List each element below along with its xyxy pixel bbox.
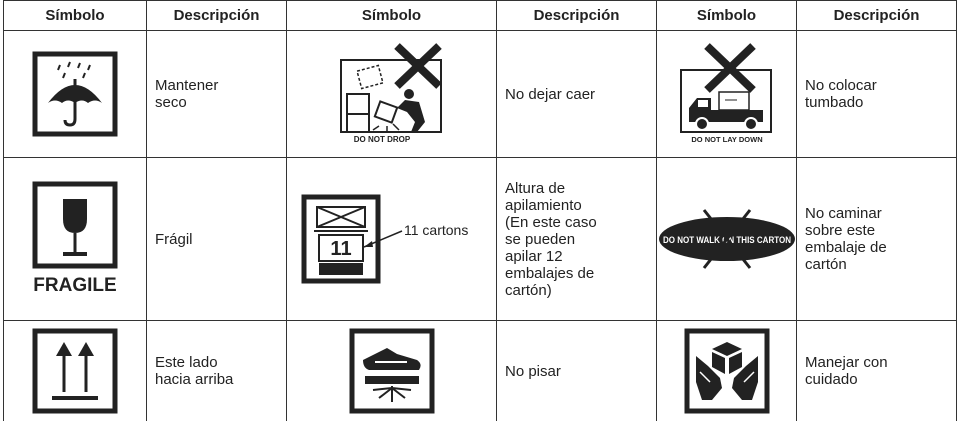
- icon-shape: [78, 342, 94, 356]
- header-row: Símbolo Descripción Símbolo Descripción …: [3, 0, 957, 31]
- icon-shape: [32, 51, 118, 137]
- icon-shape: [684, 328, 769, 414]
- symbol-cell: FRAGILE: [3, 157, 147, 321]
- icon-shape: [711, 342, 742, 356]
- header-cell: Descripción: [796, 0, 957, 31]
- icon-shape: [742, 371, 755, 383]
- icon-shape: [373, 100, 398, 124]
- icon-shape: [717, 91, 750, 111]
- symbol-cell: 11 11 cartons: [286, 157, 497, 321]
- icon-shape: [345, 113, 370, 133]
- do-not-walk-icon: DO NOT WALK ON THIS CARTON: [658, 209, 795, 269]
- icon-shape: [731, 356, 758, 400]
- description-cell: No pisar: [496, 320, 657, 421]
- symbol-cell: DO NOT WALK ON THIS CARTON: [656, 157, 797, 321]
- icon-shape: [390, 387, 406, 399]
- icon-shape: [391, 387, 411, 391]
- icon-shape: [349, 328, 434, 414]
- description-cell: Altura de apilamiento (En este caso se p…: [496, 157, 657, 321]
- header-cell: Símbolo: [286, 0, 497, 31]
- icon-shape: [315, 206, 366, 228]
- icon-shape: [697, 100, 708, 107]
- description-cell: No colocar tumbado: [796, 30, 957, 158]
- icon-shape: [362, 348, 421, 370]
- symbol-text: DO NOT DROP: [353, 135, 410, 144]
- icon-shape: [87, 64, 91, 71]
- icon-shape: [82, 72, 86, 79]
- icon-shape: [57, 64, 61, 71]
- table-row: FRAGILE Frágil 11 11 cartons Altura de a…: [3, 157, 957, 321]
- table-row: Mantener seco DO NOT DROP No dejar caer: [3, 30, 957, 158]
- icon-shape: [403, 89, 414, 99]
- icon-shape: [317, 234, 364, 262]
- description-cell: No dejar caer: [496, 30, 657, 158]
- icon-shape: [393, 43, 442, 89]
- symbol-cell: [3, 30, 147, 158]
- symbol-cell: [3, 320, 147, 421]
- fragile-icon: FRAGILE: [32, 181, 118, 296]
- icon-shape: [318, 263, 363, 275]
- description-cell: Manejar con cuidado: [796, 320, 957, 421]
- icon-shape: [63, 252, 87, 256]
- icon-shape: [316, 206, 365, 228]
- icon-shape: [694, 117, 709, 131]
- icon-shape: [32, 328, 118, 414]
- icon-shape: [372, 125, 379, 131]
- icon-shape: [372, 387, 392, 391]
- icon-shape: [698, 371, 711, 383]
- do-not-drop-icon: DO NOT DROP: [339, 43, 442, 144]
- icon-shape: [703, 43, 756, 93]
- this-side-up-icon: [32, 328, 118, 414]
- symbol-table: Símbolo Descripción Símbolo Descripción …: [3, 0, 957, 421]
- icon-shape: [57, 61, 91, 79]
- icon-shape: [396, 100, 425, 132]
- icon-shape: [355, 64, 384, 90]
- keep-dry-icon: [32, 51, 118, 137]
- icon-shape: [62, 72, 66, 79]
- symbol-cell: [286, 320, 497, 421]
- icon-shape: [77, 62, 81, 69]
- icon-shape: [702, 209, 751, 269]
- header-cell: Descripción: [496, 0, 657, 31]
- stacking-limit-icon: 11 11 cartons: [301, 194, 468, 284]
- header-cell: Símbolo: [656, 0, 797, 31]
- icon-shape: [728, 352, 742, 374]
- icon-shape: [377, 387, 393, 399]
- callout-text: 11 cartons: [404, 222, 468, 238]
- icon-shape: [364, 376, 419, 384]
- header-cell: Descripción: [146, 0, 287, 31]
- description-cell: Mantener seco: [146, 30, 287, 158]
- icon-shape: [372, 386, 411, 402]
- icon-shape: [698, 371, 755, 383]
- symbol-text: FRAGILE: [33, 275, 116, 296]
- symbol-cell: DO NOT LAY DOWN: [656, 30, 797, 158]
- icon-shape: [63, 118, 77, 127]
- symbol-text: 11: [330, 238, 351, 260]
- symbol-cell: [656, 320, 797, 421]
- icon-shape: [63, 199, 87, 233]
- table-row: Este lado hacia arriba No pisar Mane: [3, 320, 957, 421]
- do-not-lay-down-icon: DO NOT LAY DOWN: [679, 43, 772, 144]
- symbol-text: DO NOT LAY DOWN: [691, 135, 762, 144]
- icon-shape: [56, 342, 72, 356]
- icon-shape: [695, 356, 722, 400]
- icon-shape: [301, 194, 380, 284]
- icon-shape: [372, 123, 400, 132]
- description-cell: Este lado hacia arriba: [146, 320, 287, 421]
- description-cell: Frágil: [146, 157, 287, 321]
- icon-shape: [345, 93, 370, 115]
- header-cell: Símbolo: [3, 0, 147, 31]
- do-not-step-icon: [349, 328, 434, 414]
- icon-shape: [743, 117, 758, 131]
- icon-shape: [711, 352, 725, 374]
- description-cell: No caminar sobre este embalaje de cartón: [796, 157, 957, 321]
- icon-shape: [363, 241, 373, 247]
- icon-shape: [339, 59, 442, 133]
- symbol-cell: DO NOT DROP: [286, 30, 497, 158]
- icon-shape: [32, 181, 118, 269]
- icon-shape: [67, 61, 71, 68]
- icon-shape: [391, 123, 400, 131]
- handle-with-care-icon: [684, 328, 769, 414]
